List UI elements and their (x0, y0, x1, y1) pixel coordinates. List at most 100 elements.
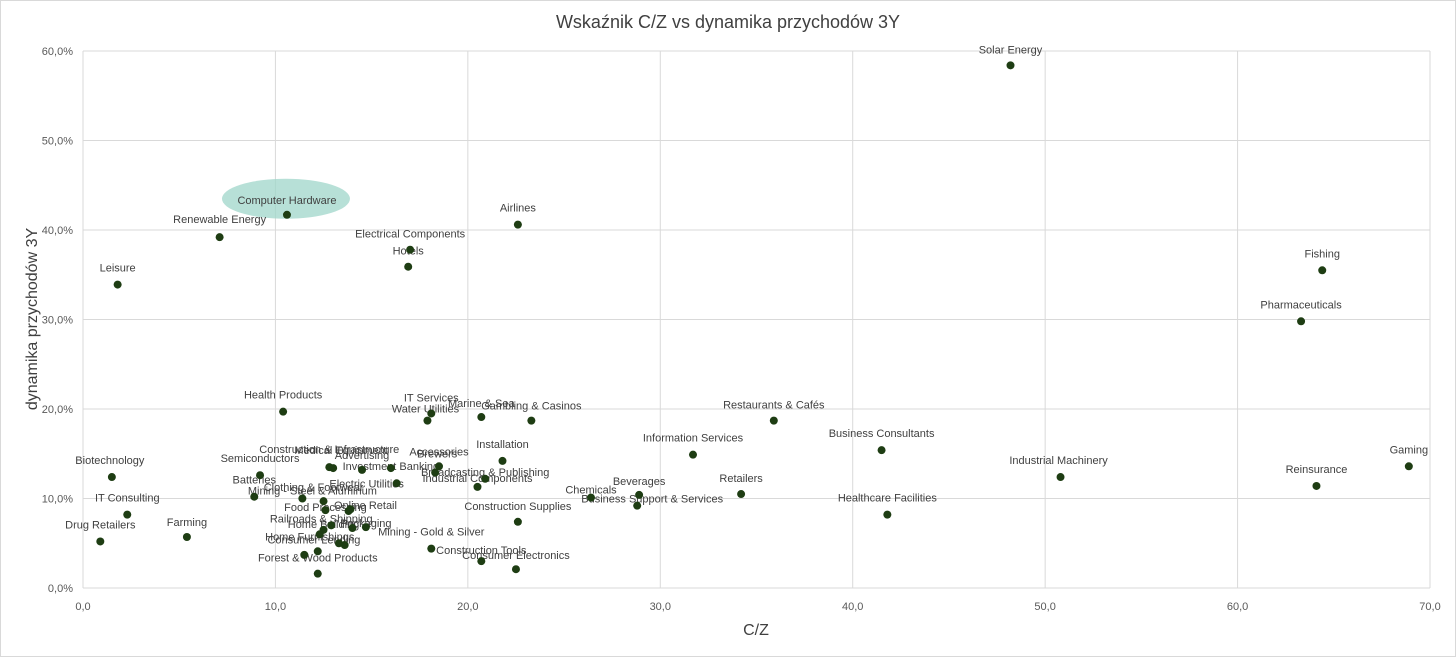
x-tick-label: 40,0 (842, 601, 863, 613)
data-point[interactable] (1404, 462, 1413, 471)
data-point[interactable] (477, 413, 486, 422)
data-point[interactable] (256, 471, 265, 480)
data-point[interactable] (427, 409, 436, 418)
point-label: Gaming (1390, 444, 1429, 456)
y-tick-label: 0,0% (48, 583, 73, 595)
data-point[interactable] (587, 493, 596, 502)
data-point[interactable] (434, 462, 443, 471)
point-label: Advertising (335, 450, 389, 462)
data-point[interactable] (633, 501, 642, 510)
point-label: Business Consultants (829, 428, 935, 440)
data-point[interactable] (883, 510, 892, 519)
point-label: Construction Supplies (464, 501, 572, 513)
data-point[interactable] (313, 547, 322, 556)
data-point[interactable] (513, 220, 522, 229)
data-point[interactable] (215, 233, 224, 242)
data-point[interactable] (423, 416, 432, 425)
data-point[interactable] (513, 517, 522, 526)
data-point[interactable] (404, 262, 413, 271)
data-point[interactable] (113, 280, 122, 289)
point-label: Renewable Energy (173, 214, 266, 226)
point-label: Industrial Components (422, 473, 533, 485)
data-point[interactable] (392, 479, 401, 488)
data-point[interactable] (527, 416, 536, 425)
x-axis-title: C/Z (743, 622, 769, 639)
point-label: Beverages (613, 476, 666, 488)
point-label: Business Support & Services (581, 494, 723, 506)
data-point[interactable] (511, 565, 520, 574)
data-point[interactable] (737, 490, 746, 499)
data-point[interactable] (313, 569, 322, 578)
y-tick-label: 20,0% (42, 404, 73, 416)
point-label: Installation (476, 439, 529, 451)
data-point[interactable] (477, 557, 486, 566)
point-label: Consumer Electronics (462, 550, 570, 562)
point-label: Home Building (288, 519, 360, 531)
data-point[interactable] (473, 482, 482, 491)
data-point[interactable] (250, 492, 259, 501)
point-label: IT Consulting (95, 493, 160, 505)
point-label: Chemicals (565, 485, 617, 497)
data-point[interactable] (386, 464, 395, 473)
data-point[interactable] (481, 474, 490, 483)
data-point[interactable] (348, 524, 357, 533)
point-label: Mining - Gold & Silver (378, 527, 485, 539)
point-label: Restaurants & Cafés (723, 400, 825, 412)
data-point[interactable] (182, 532, 191, 541)
y-tick-label: 40,0% (42, 225, 73, 237)
data-point[interactable] (406, 245, 415, 254)
data-point[interactable] (361, 523, 370, 532)
data-point[interactable] (107, 473, 116, 482)
point-label: Pharmaceuticals (1260, 299, 1342, 311)
point-label: Solar Energy (979, 44, 1043, 56)
point-label: Information Services (643, 433, 744, 445)
point-label: Leisure (100, 263, 136, 275)
point-label: Reinsurance (1286, 464, 1348, 476)
data-point[interactable] (282, 210, 291, 219)
y-tick-label: 50,0% (42, 136, 73, 148)
highlight-ellipse (221, 178, 350, 219)
point-label: Biotechnology (75, 455, 145, 467)
data-point[interactable] (427, 544, 436, 553)
data-point[interactable] (327, 521, 336, 530)
point-label: Construction & Infrastructure (259, 444, 399, 456)
data-points (96, 61, 1413, 578)
data-point[interactable] (319, 497, 328, 506)
point-label: Forest & Wood Products (258, 553, 378, 565)
point-label: Marine & Sea (448, 398, 516, 410)
data-point[interactable] (329, 464, 338, 473)
data-point[interactable] (123, 510, 132, 519)
data-point[interactable] (431, 468, 440, 477)
point-label: Healthcare Facilities (838, 493, 938, 505)
x-tick-label: 10,0 (265, 601, 286, 613)
point-label: Railroads & Shipping (270, 513, 373, 525)
data-point[interactable] (344, 507, 353, 516)
data-point[interactable] (358, 465, 367, 474)
data-point[interactable] (340, 541, 349, 550)
data-point[interactable] (300, 550, 309, 559)
data-point[interactable] (498, 456, 507, 465)
data-point[interactable] (1056, 473, 1065, 482)
data-point[interactable] (635, 490, 644, 499)
point-label: Water Utilities (392, 404, 460, 416)
data-point[interactable] (96, 537, 105, 546)
data-point[interactable] (1312, 481, 1321, 490)
point-label: Medical Equipment (294, 445, 388, 457)
data-point[interactable] (321, 506, 330, 515)
point-label: Online Retail (334, 500, 397, 512)
data-point[interactable] (315, 530, 324, 539)
data-point[interactable] (877, 446, 886, 455)
point-label: Home Furnishings (265, 531, 355, 543)
data-point[interactable] (1006, 61, 1015, 70)
data-point[interactable] (769, 416, 778, 425)
x-tick-label: 30,0 (650, 601, 671, 613)
data-point[interactable] (1297, 317, 1306, 326)
data-point[interactable] (298, 494, 307, 503)
data-point[interactable] (279, 407, 288, 416)
point-label: Clothing & Footwear (264, 482, 364, 494)
data-point[interactable] (1318, 266, 1327, 275)
y-tick-label: 10,0% (42, 494, 73, 506)
data-point[interactable] (688, 450, 697, 459)
